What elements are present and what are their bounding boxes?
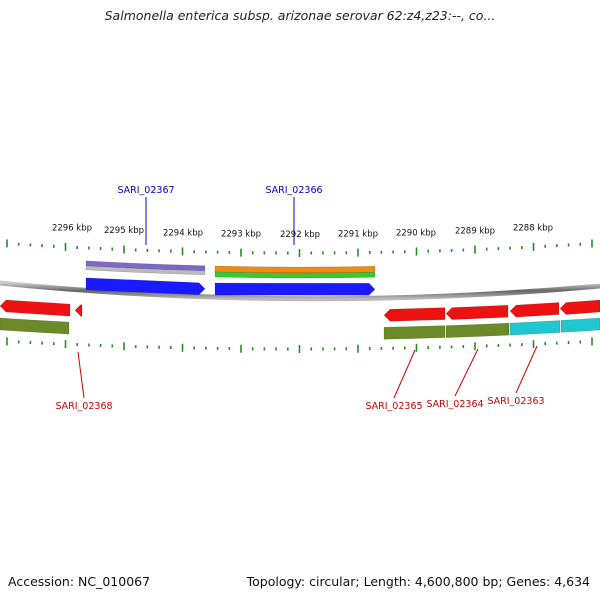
reverse-gene-arrow bbox=[383, 307, 446, 322]
scale-label: 2291 kbp bbox=[338, 230, 378, 240]
forward-feature bbox=[214, 271, 376, 279]
genome-stats: Topology: circular; Length: 4,600,800 bp… bbox=[246, 574, 590, 589]
genome-backbone bbox=[0, 280, 600, 302]
accession-label: Accession: NC_010067 bbox=[8, 574, 151, 589]
scale-label: 2293 kbp bbox=[221, 230, 261, 240]
bottom-scale-ticks bbox=[6, 337, 593, 353]
gene-label-sari_02365: SARI_02365 bbox=[365, 401, 422, 412]
reverse-gene-arrow bbox=[74, 304, 83, 318]
top-scale-ticks bbox=[6, 239, 593, 257]
map-title: Salmonella enterica subsp. arizonae sero… bbox=[104, 8, 496, 23]
scale-label: 2292 kbp bbox=[280, 230, 320, 240]
reverse-feature bbox=[383, 325, 446, 340]
gene-label-sari_02368: SARI_02368 bbox=[55, 401, 112, 412]
scale-labels: 2296 kbp 2295 kbp 2294 kbp 2293 kbp 2292 kbp… bbox=[52, 223, 553, 240]
reverse-gene-arrow bbox=[445, 304, 509, 320]
gene-label-sari_02363: SARI_02363 bbox=[487, 396, 544, 407]
forward-gene-arrow bbox=[214, 282, 376, 296]
forward-feature bbox=[85, 265, 206, 276]
gene-label-sari_02364: SARI_02364 bbox=[426, 399, 483, 410]
callout-line bbox=[393, 349, 416, 399]
reverse-feature bbox=[0, 317, 70, 335]
gene-features bbox=[0, 260, 600, 340]
reverse-gene-arrow bbox=[0, 299, 71, 317]
callout-line bbox=[77, 351, 85, 399]
forward-feature bbox=[214, 265, 376, 274]
scale-label: 2294 kbp bbox=[163, 228, 203, 238]
scale-label: 2296 kbp bbox=[52, 224, 92, 234]
reverse-feature bbox=[560, 317, 600, 333]
gene-label-sari_02366: SARI_02366 bbox=[265, 185, 322, 196]
reverse-gene-arrow bbox=[559, 299, 600, 315]
reverse-feature bbox=[445, 322, 510, 338]
scale-label: 2288 kbp bbox=[513, 223, 553, 233]
reverse-feature bbox=[509, 320, 561, 336]
gene-label-sari_02367: SARI_02367 bbox=[117, 185, 174, 196]
scale-label: 2289 kbp bbox=[455, 226, 495, 236]
gene-callouts: SARI_02367 SARI_02366 SARI_02368 SARI_02365… bbox=[55, 185, 544, 412]
forward-gene-arrow bbox=[85, 277, 206, 296]
callout-line bbox=[515, 345, 538, 394]
scale-label: 2290 kbp bbox=[396, 228, 436, 238]
scale-label: 2295 kbp bbox=[104, 226, 144, 236]
reverse-gene-arrow bbox=[509, 302, 560, 318]
callout-line bbox=[454, 348, 479, 397]
